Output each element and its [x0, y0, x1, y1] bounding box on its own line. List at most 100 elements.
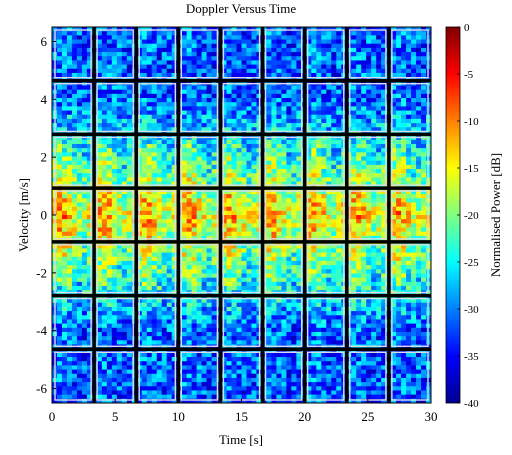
heatmap-cell [151, 43, 158, 49]
heatmap-cell [161, 139, 168, 145]
heatmap-cell [306, 139, 312, 145]
heatmap-cell [76, 189, 83, 195]
heatmap-cell [111, 31, 118, 36]
heatmap-cell [71, 194, 78, 199]
heatmap-cell [146, 260, 153, 266]
heatmap-cell [181, 43, 188, 49]
heatmap-cell [191, 198, 198, 204]
heatmap-cell [336, 219, 342, 224]
heatmap-cell [231, 156, 238, 162]
heatmap-cell [326, 64, 332, 70]
heatmap-cell [371, 269, 377, 275]
heatmap-cell [356, 152, 362, 158]
heatmap-cell [56, 118, 63, 124]
heatmap-cell [291, 106, 297, 112]
heatmap-cell [381, 31, 387, 36]
heatmap-cell [376, 244, 382, 250]
heatmap-cell [211, 60, 218, 66]
heatmap-cell [171, 31, 178, 36]
heatmap-cell [141, 143, 148, 149]
heatmap-cell [356, 85, 362, 91]
heatmap-cell [141, 281, 148, 287]
heatmap-cell [116, 265, 123, 270]
heatmap-cell [181, 227, 188, 233]
heatmap-cell [271, 114, 278, 120]
heatmap-cell [291, 39, 297, 45]
heatmap-cell [66, 35, 73, 41]
heatmap-cell [411, 189, 417, 195]
heatmap-cell [166, 123, 173, 128]
heatmap-cell [96, 173, 103, 178]
heatmap-cell [266, 102, 273, 107]
heatmap-cell [251, 169, 258, 174]
heatmap-cell [206, 156, 213, 162]
heatmap-cell [146, 256, 153, 262]
heatmap-cell [181, 269, 188, 275]
heatmap-cell [321, 56, 327, 62]
heatmap-cell [251, 269, 258, 275]
heatmap-cell [121, 256, 128, 262]
heatmap-cell [406, 227, 412, 233]
heatmap-cell [96, 277, 103, 283]
heatmap-cell [416, 244, 422, 250]
heatmap-cell [71, 231, 78, 237]
heatmap-cell [351, 265, 357, 270]
heatmap-cell [396, 72, 402, 78]
heatmap-cell [366, 194, 372, 199]
heatmap-cell [311, 177, 317, 183]
heatmap-cell [211, 286, 218, 291]
heatmap-cell [276, 60, 282, 66]
heatmap-cell [56, 98, 63, 103]
heatmap-cell [271, 273, 278, 279]
heatmap-cell [86, 269, 93, 275]
heatmap-cell [171, 177, 178, 183]
heatmap-cell [336, 273, 342, 279]
heatmap-cell [56, 72, 63, 78]
heatmap-cell [401, 181, 407, 187]
heatmap-cell [81, 252, 88, 258]
heatmap-cell [271, 160, 278, 166]
heatmap-cell [76, 152, 83, 158]
heatmap-cell [366, 202, 372, 208]
heatmap-cell [231, 64, 238, 70]
heatmap-cell [276, 248, 282, 254]
heatmap-cell [326, 202, 332, 208]
heatmap-cell [171, 164, 178, 170]
heatmap-cell [201, 177, 208, 183]
heatmap-cell [111, 72, 118, 78]
heatmap-cell [166, 298, 173, 304]
heatmap-cell [316, 43, 322, 49]
heatmap-cell [151, 52, 158, 57]
heatmap-cell [66, 194, 73, 199]
heatmap-cell [296, 252, 302, 258]
heatmap-cell [421, 85, 427, 91]
heatmap-cell [396, 260, 402, 266]
heatmap-cell [101, 277, 108, 283]
heatmap-cell [206, 102, 213, 107]
heatmap-cell [81, 198, 88, 204]
heatmap-cell [276, 210, 282, 216]
heatmap-cell [376, 265, 382, 270]
heatmap-cell [86, 198, 93, 204]
heatmap-cell [411, 281, 417, 287]
heatmap-cell [126, 114, 133, 120]
heatmap-cell [306, 252, 312, 258]
heatmap-cell [251, 68, 258, 74]
heatmap-cell [236, 89, 243, 95]
heatmap-cell [351, 47, 357, 53]
heatmap-cell [201, 72, 208, 78]
heatmap-cell [416, 198, 422, 204]
heatmap-cell [66, 39, 73, 45]
heatmap-cell [96, 127, 103, 133]
heatmap-cell [226, 173, 233, 178]
heatmap-cell [336, 252, 342, 258]
heatmap-cell [181, 206, 188, 212]
heatmap-cell [226, 89, 233, 95]
heatmap-cell [76, 223, 83, 229]
heatmap-cell [351, 206, 357, 212]
heatmap-cell [276, 265, 282, 270]
heatmap-cell [151, 85, 158, 91]
heatmap-cell [206, 260, 213, 266]
heatmap-cell [311, 281, 317, 287]
heatmap-cell [186, 227, 193, 233]
